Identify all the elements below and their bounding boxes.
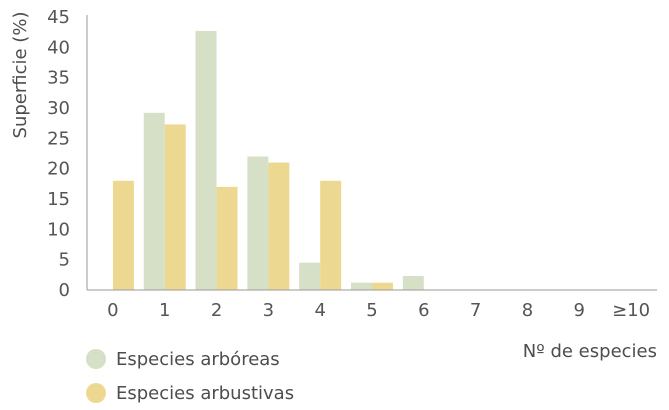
x-tick-label: 6 bbox=[418, 300, 429, 321]
bar-arbustivas bbox=[216, 186, 238, 290]
bar-arbustivas bbox=[320, 180, 342, 290]
bar-arbustivas bbox=[112, 180, 134, 290]
y-tick-label: 25 bbox=[47, 128, 70, 149]
y-tick-label: 0 bbox=[59, 280, 70, 301]
x-tick-label: 0 bbox=[107, 300, 118, 321]
y-tick-label: 10 bbox=[47, 219, 70, 240]
legend-swatch-arbustivas bbox=[86, 383, 106, 403]
legend-swatch-arboreas bbox=[86, 349, 106, 369]
legend-item-arboreas: Especies arbóreas bbox=[86, 342, 294, 376]
x-axis-ticks: 0 1 2 3 4 5 6 7 8 9 ≥10 bbox=[107, 300, 650, 321]
legend: Especies arbóreas Especies arbustivas bbox=[86, 342, 294, 410]
y-tick-label: 35 bbox=[47, 68, 70, 89]
y-tick-label: 15 bbox=[47, 189, 70, 210]
bar-arboreas bbox=[247, 156, 269, 290]
y-axis-title: Superficie (%) bbox=[10, 12, 31, 139]
bar-arboreas bbox=[351, 282, 372, 290]
bar-arbustivas bbox=[372, 282, 393, 290]
bar-arbustivas bbox=[268, 162, 290, 290]
x-tick-label: 2 bbox=[211, 300, 222, 321]
y-tick-label: 5 bbox=[59, 250, 70, 271]
bar-arbustivas bbox=[164, 124, 186, 290]
legend-item-arbustivas: Especies arbustivas bbox=[86, 376, 294, 410]
legend-label-arboreas: Especies arbóreas bbox=[116, 348, 280, 370]
x-tick-label: 9 bbox=[574, 300, 585, 321]
x-tick-label: 8 bbox=[522, 300, 533, 321]
y-tick-label: 20 bbox=[47, 159, 70, 180]
y-tick-label: 40 bbox=[47, 37, 70, 58]
y-tick-label: 30 bbox=[47, 98, 70, 119]
x-tick-label: 7 bbox=[470, 300, 481, 321]
x-tick-label: 1 bbox=[159, 300, 170, 321]
y-axis-ticks: 0 5 10 15 20 25 30 35 40 45 bbox=[47, 7, 70, 301]
legend-label-arbustivas: Especies arbustivas bbox=[116, 382, 295, 404]
bar-arboreas bbox=[143, 112, 165, 290]
x-tick-label: 4 bbox=[314, 300, 325, 321]
y-tick-label: 45 bbox=[47, 7, 70, 28]
bar-arboreas bbox=[299, 262, 321, 290]
x-tick-label: ≥10 bbox=[612, 300, 650, 321]
bar-arboreas bbox=[402, 276, 424, 290]
bar-arboreas bbox=[195, 30, 217, 290]
x-tick-label: 3 bbox=[263, 300, 274, 321]
bars-group bbox=[112, 30, 424, 290]
x-axis-title: Nº de especies bbox=[523, 341, 657, 362]
x-tick-label: 5 bbox=[366, 300, 377, 321]
